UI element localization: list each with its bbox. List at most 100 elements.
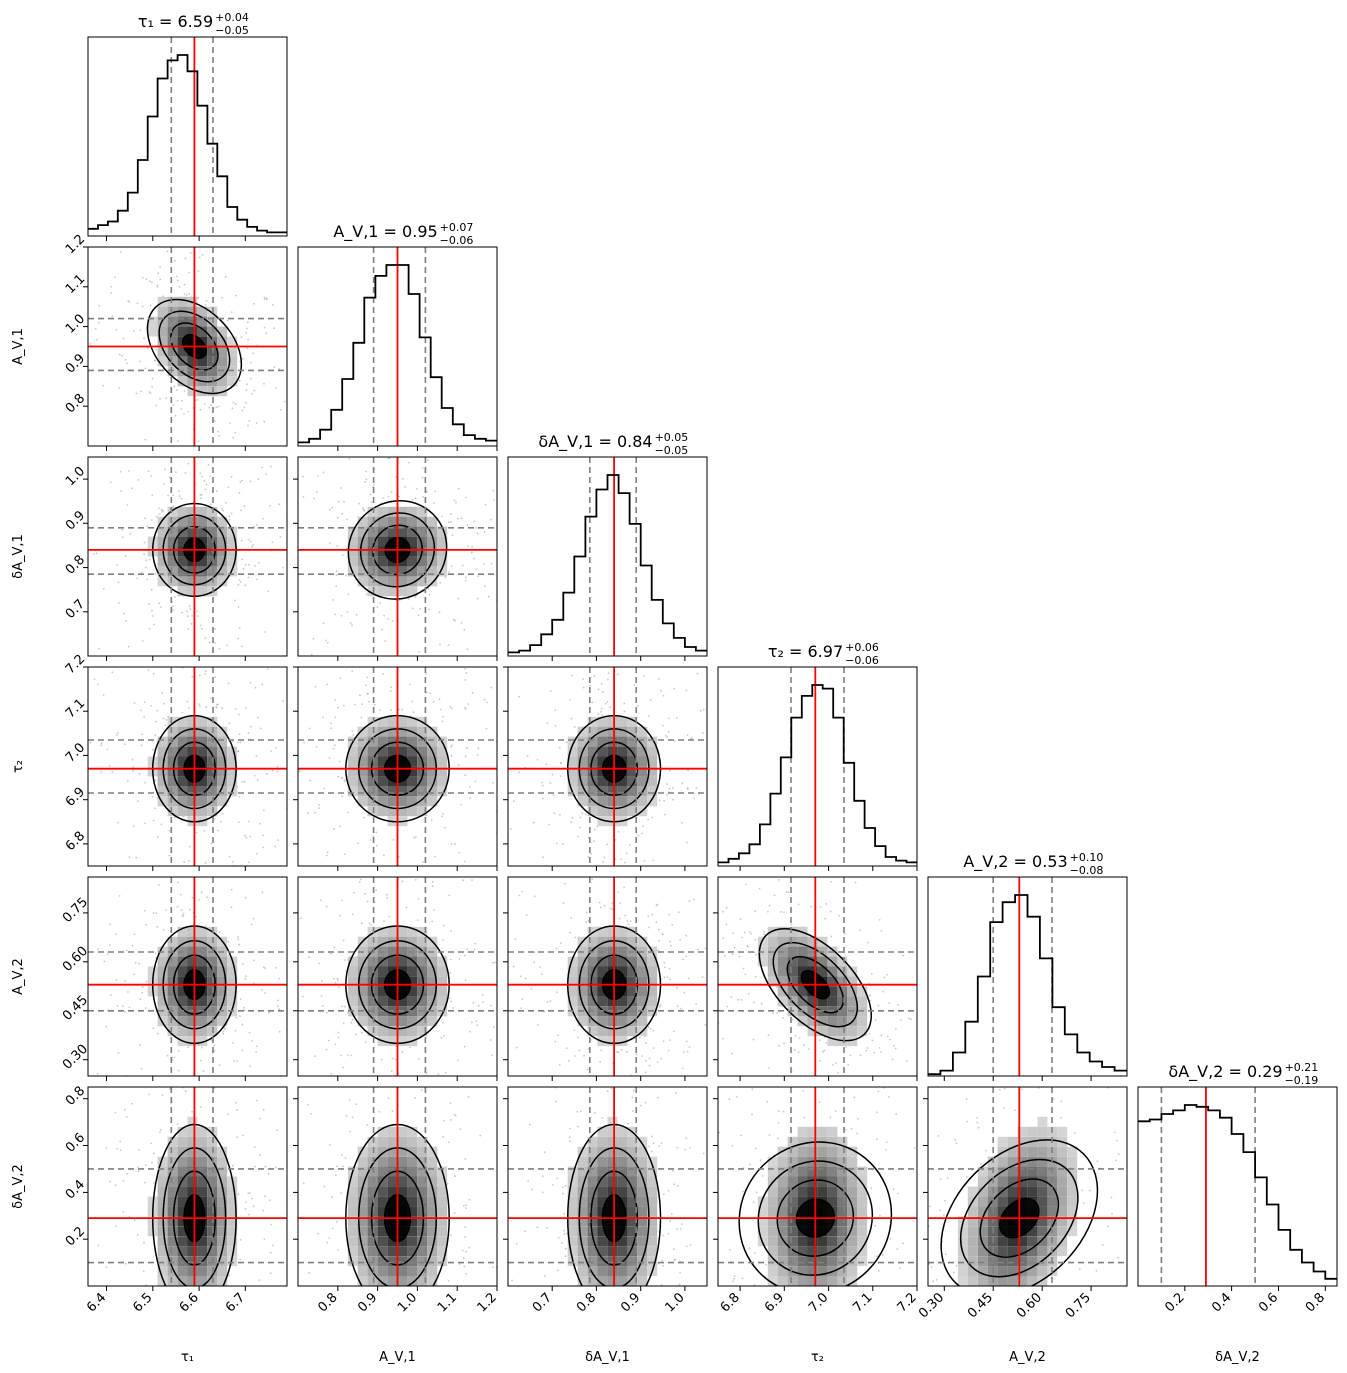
- panel-4-2-scatter-point: [525, 914, 528, 916]
- panel-5-3-density-cell: [827, 1196, 838, 1207]
- panel-5-0-density: [97, 1087, 280, 1286]
- panel-5-3-scatter-point: [892, 1188, 895, 1191]
- panel-2-1-scatter-point: [473, 557, 475, 560]
- panel-5-3-density-cell: [857, 1236, 868, 1247]
- panel-2-1-density-cell: [397, 506, 408, 517]
- panel-3-0-scatter-point: [277, 839, 279, 841]
- panel-1-0-density-cell: [217, 356, 228, 367]
- panel-4-2-density-cell: [647, 966, 658, 977]
- panel-5-1-density-cell: [357, 1206, 368, 1217]
- panel-4-2-density-cell: [637, 966, 648, 977]
- panel-5-4-scatter-point: [1037, 1087, 1040, 1089]
- panel-4-1-scatter-point: [333, 946, 336, 949]
- panel-4-2-scatter-point: [663, 962, 666, 964]
- panel-4-2-density-cell: [627, 936, 638, 947]
- panel-5-4-density-cell: [997, 1136, 1008, 1147]
- panel-3-2-scatter-point: [673, 740, 676, 742]
- panel-5-1-density-cell: [357, 1276, 368, 1286]
- panel-4-1-density-cell: [407, 966, 418, 977]
- panel-3-2-scatter-point: [585, 813, 587, 816]
- panel-3-2-scatter-point: [600, 707, 603, 710]
- panel-4-1-density-cell: [417, 966, 428, 977]
- panel-5-3-density-cell: [757, 1206, 768, 1217]
- panel-3-1-scatter-point: [449, 705, 452, 708]
- panel-4-3-scatter-point: [755, 954, 758, 956]
- panel-5-2-density-cell: [617, 1246, 628, 1257]
- panel-2-1-scatter-point: [418, 651, 420, 653]
- panel-2-1-scatter-point: [484, 503, 487, 506]
- panel-5-4-density-cell: [1037, 1236, 1048, 1247]
- panel-4-1-scatter-point: [325, 1048, 328, 1051]
- xlabel-dA_V2: δA_V,2: [1215, 1350, 1260, 1365]
- panel-3-2-density-cell: [617, 726, 628, 737]
- panel-4-3-density-cell: [777, 956, 788, 967]
- panel-5-3-density-cell: [797, 1186, 808, 1197]
- panel-1-0-scatter-point: [119, 251, 122, 253]
- panel-4-2-scatter-point: [678, 911, 680, 914]
- panel-4-3-density-cell: [827, 986, 838, 997]
- panel-5-0-density-cell: [167, 1146, 178, 1157]
- panel-5-2-scatter-point: [566, 1232, 568, 1235]
- panel-5-3-scatter-point: [761, 1175, 764, 1177]
- panel-5-1-scatter-point: [308, 1271, 310, 1274]
- panel-5-1-density-cell: [367, 1176, 378, 1187]
- panel-5-3-scatter-point: [902, 1242, 904, 1245]
- panel-3-2-density-cell: [587, 756, 598, 767]
- panel-3-1-scatter-point: [366, 693, 369, 695]
- panel-3-1-scatter-point: [322, 716, 325, 719]
- panel-3-2-density-cell: [587, 796, 598, 807]
- panel-2-0-density-cell: [177, 546, 188, 557]
- panel-3-0-scatter-point: [195, 831, 198, 834]
- panel-2-1-scatter-point: [457, 517, 459, 520]
- panel-3-0-density-cell: [167, 796, 178, 807]
- panel-5-4-scatter-point: [930, 1266, 933, 1268]
- panel-4-2-scatter-point: [647, 1026, 650, 1028]
- panel-3-0-scatter-point: [245, 837, 248, 839]
- panel-3-0-scatter-point: [106, 748, 109, 751]
- panel-4-2-scatter-point: [599, 1061, 601, 1063]
- panel-3-2-scatter-point: [628, 844, 631, 846]
- panel-3-2-scatter-point: [559, 762, 562, 764]
- panel-3-2-scatter-point: [559, 775, 562, 777]
- panel-3-1-scatter-point: [376, 844, 378, 847]
- panel-5-3-scatter-point: [879, 1214, 881, 1217]
- panel-4-3-scatter-point: [822, 1050, 824, 1053]
- panel-4-1-scatter-point: [476, 1024, 479, 1027]
- title-A_V2-err-plus: +0.10: [1070, 851, 1104, 864]
- panel-1-0-density-cell: [227, 346, 238, 357]
- panel-5-1-density-cell: [367, 1146, 378, 1157]
- panel-5-3-density-cell: [857, 1186, 868, 1197]
- panel-2-0-scatter-point: [254, 564, 257, 567]
- panel-4-1-density-cell: [377, 996, 388, 1007]
- panel-5-1-scatter-point: [335, 1165, 338, 1168]
- panel-5-1-frame: [297, 1086, 498, 1287]
- xlabel-A_V2: A_V,2: [1009, 1350, 1046, 1365]
- panel-4-2-scatter-point: [685, 934, 688, 937]
- panel-3-0-density-cell: [177, 736, 188, 747]
- panel-3-0-scatter-point: [137, 800, 139, 803]
- panel-5-1-scatter-point: [366, 1124, 369, 1126]
- panel-2-1-scatter-point: [331, 506, 334, 509]
- panel-3-0-density-cell: [187, 746, 198, 757]
- panel-5-2-scatter-point: [542, 1191, 544, 1194]
- panel-4-0-scatter-point: [156, 1032, 159, 1035]
- panel-5-4-scatter-point: [935, 1278, 938, 1281]
- panel-3-0-scatter-point: [209, 697, 212, 700]
- lines-layer: [88, 37, 1337, 1286]
- xlabel-A_V1: A_V,1: [379, 1350, 416, 1365]
- ytick-label-A_V1: 1.2: [63, 232, 88, 257]
- panel-2-0-scatter-point: [188, 605, 191, 608]
- panel-4-3-frame: [717, 876, 918, 1077]
- panel-5-3-density-cell: [847, 1266, 858, 1276]
- panel-3-0-density-cell: [167, 746, 178, 757]
- panel-2-0-scatter-point: [267, 590, 270, 593]
- panel-3-2-density-cell: [627, 736, 638, 747]
- panel-2-1-density-cell: [427, 536, 438, 547]
- panel-3-2-scatter-point: [623, 710, 626, 713]
- panel-4-2-density-cell: [617, 1026, 628, 1037]
- panel-4-2-scatter-point: [533, 895, 536, 898]
- panel-4-3-density-cell: [817, 996, 828, 1007]
- panel-5-2-scatter-point: [662, 1193, 665, 1195]
- panel-4-0-density-cell: [187, 926, 198, 937]
- panel-5-2-scatter-point: [536, 1226, 539, 1229]
